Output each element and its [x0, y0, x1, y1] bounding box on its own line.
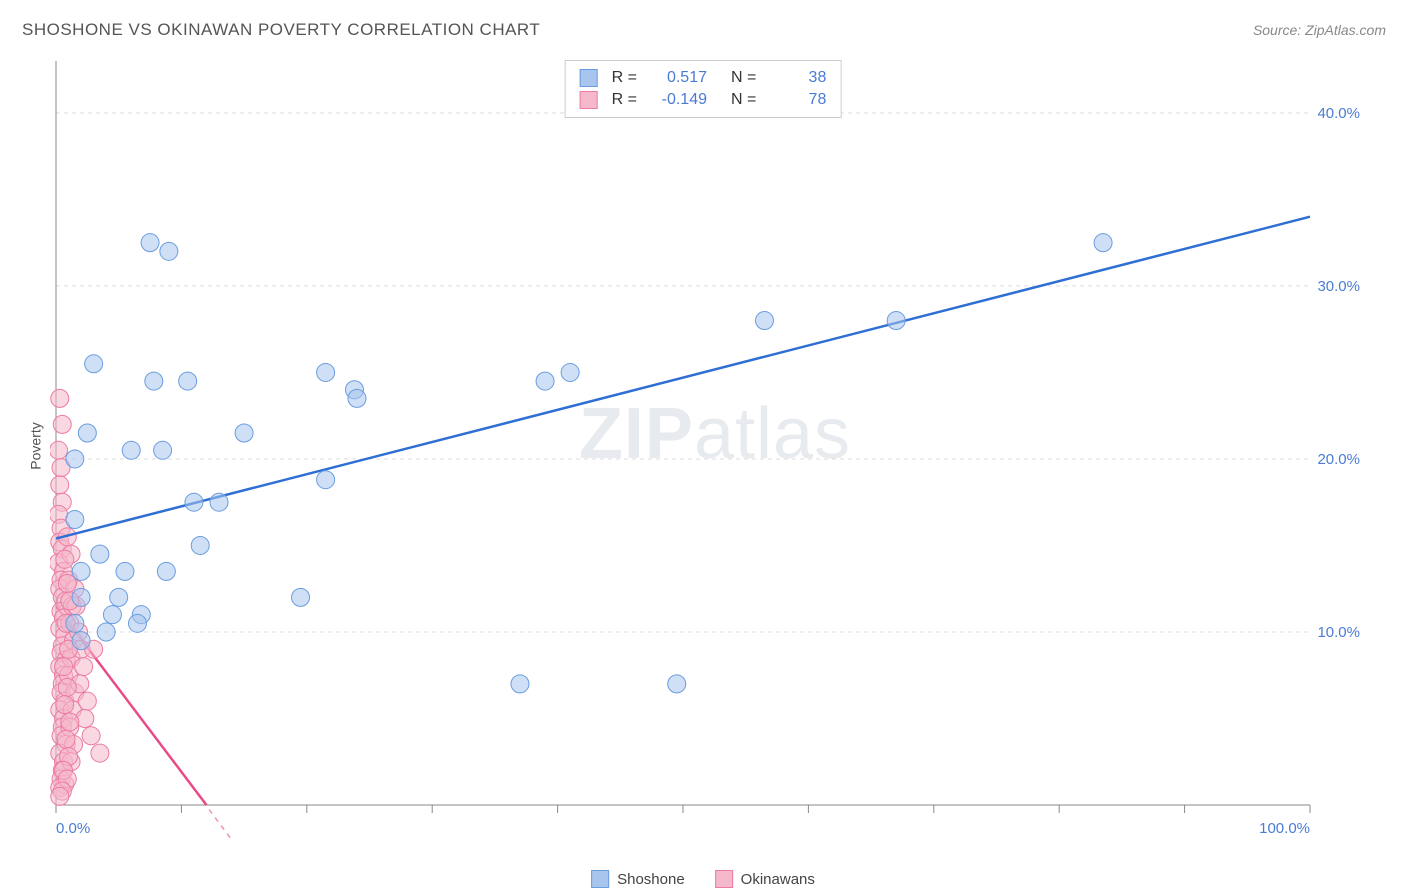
svg-text:10.0%: 10.0%	[1317, 624, 1360, 641]
legend-item-shoshone: Shoshone	[591, 870, 685, 888]
legend-swatch-okinawans	[715, 870, 733, 888]
stats-row-shoshone: R = 0.517 N = 38	[580, 67, 827, 89]
svg-text:100.0%: 100.0%	[1259, 820, 1310, 837]
r-value-shoshone: 0.517	[651, 69, 707, 87]
legend-swatch-shoshone	[591, 870, 609, 888]
legend-item-okinawans: Okinawans	[715, 870, 815, 888]
svg-text:20.0%: 20.0%	[1317, 451, 1360, 468]
n-label: N =	[731, 69, 756, 87]
svg-text:0.0%: 0.0%	[56, 820, 90, 837]
r-label: R =	[612, 91, 637, 109]
swatch-okinawans	[580, 91, 598, 109]
chart-title: SHOSHONE VS OKINAWAN POVERTY CORRELATION…	[22, 20, 540, 40]
n-value-shoshone: 38	[770, 69, 826, 87]
stats-row-okinawans: R = -0.149 N = 78	[580, 89, 827, 111]
chart-container: SHOSHONE VS OKINAWAN POVERTY CORRELATION…	[0, 0, 1406, 892]
legend-label-okinawans: Okinawans	[741, 871, 815, 888]
r-value-okinawans: -0.149	[651, 91, 707, 109]
n-label: N =	[731, 91, 756, 109]
legend-label-shoshone: Shoshone	[617, 871, 685, 888]
correlation-stats-box: R = 0.517 N = 38 R = -0.149 N = 78	[565, 60, 842, 118]
source-credit: Source: ZipAtlas.com	[1253, 22, 1386, 38]
n-value-okinawans: 78	[770, 91, 826, 109]
svg-text:30.0%: 30.0%	[1317, 278, 1360, 295]
r-label: R =	[612, 69, 637, 87]
svg-text:40.0%: 40.0%	[1317, 105, 1360, 122]
bottom-legend: Shoshone Okinawans	[591, 870, 815, 888]
scatter-plot-svg: 0.0% 100.0% 10.0% 20.0% 30.0% 40.0%	[50, 55, 1380, 845]
plot-area: 0.0%100.0%10.0%20.0%30.0%40.0% ZIPatlas	[50, 55, 1380, 845]
swatch-shoshone	[580, 69, 598, 87]
y-axis-label: Poverty	[28, 422, 44, 469]
